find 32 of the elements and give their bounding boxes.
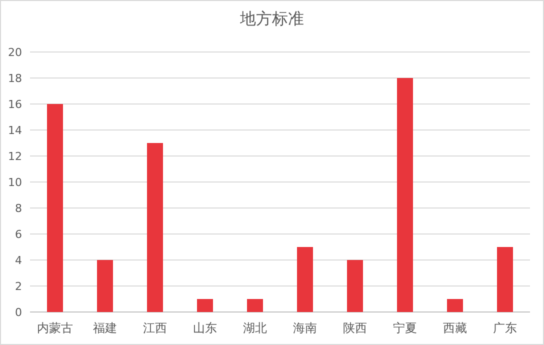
x-tick-label: 宁夏 [393,321,417,335]
bar [397,78,413,312]
bar [297,247,313,312]
y-tick-label: 6 [15,228,22,241]
x-tick-label: 江西 [143,321,167,335]
y-tick-label: 10 [8,176,22,189]
x-tick-label: 内蒙古 [37,321,73,335]
bar [347,260,363,312]
bar [497,247,513,312]
bar [147,143,163,312]
y-tick-label: 12 [8,150,22,163]
x-tick-label: 福建 [93,321,117,335]
x-tick-label: 湖北 [243,321,267,335]
x-tick-label: 西藏 [443,321,467,335]
chart-title: 地方标准 [239,9,304,28]
y-tick-label: 18 [8,72,22,85]
y-tick-label: 16 [8,98,22,111]
x-tick-label: 陕西 [343,321,367,335]
x-tick-label: 广东 [493,321,517,335]
y-tick-label: 2 [15,280,22,293]
bar [197,299,213,312]
x-tick-label: 海南 [293,321,317,335]
y-tick-label: 20 [8,46,22,59]
y-tick-label: 14 [8,124,22,137]
bar [447,299,463,312]
bar [247,299,263,312]
x-tick-label: 山东 [193,321,217,335]
bar [47,104,63,312]
bar [97,260,113,312]
y-tick-label: 4 [15,254,22,267]
y-tick-label: 0 [15,306,22,319]
y-tick-label: 8 [15,202,22,215]
